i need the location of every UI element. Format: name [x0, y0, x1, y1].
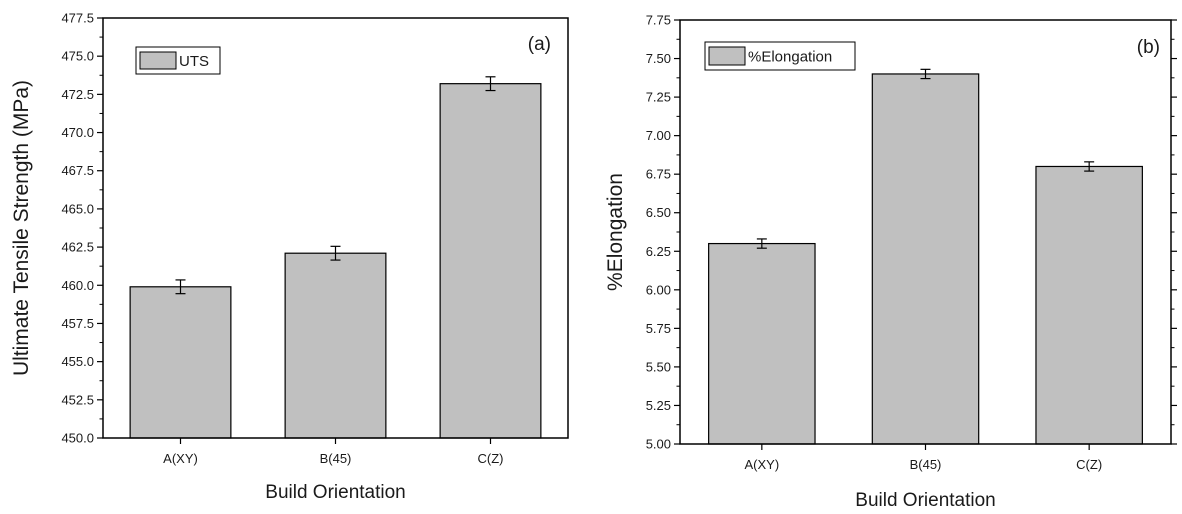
- y-tick-label-b-9: 7.25: [646, 90, 671, 105]
- panel-label-b: (b): [1137, 37, 1160, 58]
- y-tick-label-a-6: 465.0: [61, 201, 94, 216]
- y-tick-label-a-1: 452.5: [61, 392, 94, 407]
- y-tick-label-b-1: 5.25: [646, 398, 671, 413]
- y-tick-label-b-2: 5.50: [646, 359, 671, 374]
- x-axis-title-b: Build Orientation: [855, 490, 995, 511]
- x-tick-label-a-2: C(Z): [478, 451, 504, 466]
- error-bars-a: [175, 76, 496, 295]
- y-tick-label-a-8: 470.0: [61, 125, 94, 140]
- error-bar-b-1: [920, 68, 931, 80]
- error-bar-b-0: [756, 238, 767, 249]
- y-tick-label-a-7: 467.5: [61, 163, 94, 178]
- y-tick-label-a-4: 460.0: [61, 278, 94, 293]
- x-axis-title-a: Build Orientation: [265, 482, 405, 503]
- y-ticks-a: 450.0 452.5 455.0 457.5 460.0 462.5 465.0 467.5…: [61, 11, 103, 446]
- y-tick-label-b-8: 7.00: [646, 128, 671, 143]
- bar-b-1: [871, 73, 980, 445]
- y-tick-label-a-9: 472.5: [61, 87, 94, 102]
- right-ticks-b: [1171, 19, 1177, 445]
- x-ticks-b: A(XY) B(45) C(Z): [744, 444, 1102, 472]
- bar-a-0: [129, 286, 232, 439]
- y-tick-label-b-4: 6.00: [646, 282, 671, 297]
- y-tick-label-a-2: 455.0: [61, 354, 94, 369]
- error-bar-b-2: [1084, 161, 1095, 172]
- legend-label-a: UTS: [179, 53, 209, 70]
- error-bar-a-0: [175, 279, 186, 295]
- y-tick-label-a-5: 462.5: [61, 240, 94, 255]
- y-tick-label-a-0: 450.0: [61, 431, 94, 446]
- y-tick-label-a-11: 477.5: [61, 11, 94, 26]
- x-tick-label-b-0: A(XY): [744, 457, 779, 472]
- error-bars-b: [756, 68, 1095, 249]
- y-tick-label-b-7: 6.75: [646, 167, 671, 182]
- bar-a-2: [439, 83, 542, 439]
- y-axis-title-b: %Elongation: [604, 173, 627, 291]
- chart-panel-b: 5.00 5.25 5.50 5.75 6.00 6.25 6.50 6.75 7.00 7.25…: [604, 13, 1177, 511]
- panel-label-a: (a): [528, 34, 551, 55]
- y-tick-label-b-5: 6.25: [646, 244, 671, 259]
- y-tick-label-b-10: 7.50: [646, 51, 671, 66]
- y-axis-title-a: Ultimate Tensile Strength (MPa): [10, 80, 33, 376]
- legend-swatch-a: [139, 51, 177, 70]
- x-tick-label-b-2: C(Z): [1076, 457, 1102, 472]
- legend-a: UTS: [135, 46, 221, 75]
- y-tick-label-a-10: 475.0: [61, 49, 94, 64]
- legend-swatch-b: [708, 46, 746, 66]
- error-bar-a-1: [330, 245, 341, 261]
- y-tick-label-b-3: 5.75: [646, 321, 671, 336]
- x-ticks-a: A(XY) B(45) C(Z): [163, 438, 504, 466]
- y-tick-label-b-0: 5.00: [646, 437, 671, 452]
- bars-b: [708, 73, 1143, 445]
- legend-label-b: %Elongation: [748, 49, 832, 66]
- x-tick-label-b-1: B(45): [910, 457, 942, 472]
- x-tick-label-a-1: B(45): [320, 451, 352, 466]
- bar-b-0: [708, 242, 816, 445]
- x-tick-label-a-0: A(XY): [163, 451, 198, 466]
- bar-b-2: [1035, 165, 1143, 445]
- y-tick-label-b-11: 7.75: [646, 13, 671, 28]
- bars-a: [129, 83, 542, 439]
- legend-b: %Elongation: [704, 41, 856, 71]
- y-tick-label-b-6: 6.50: [646, 205, 671, 220]
- y-tick-label-a-3: 457.5: [61, 316, 94, 331]
- error-bar-a-2: [485, 76, 496, 92]
- bar-a-1: [284, 252, 387, 439]
- chart-panel-a: 450.0 452.5 455.0 457.5 460.0 462.5 465.0 467.5…: [10, 11, 569, 503]
- y-ticks-b: 5.00 5.25 5.50 5.75 6.00 6.25 6.50 6.75 7.00 7.25…: [646, 13, 680, 452]
